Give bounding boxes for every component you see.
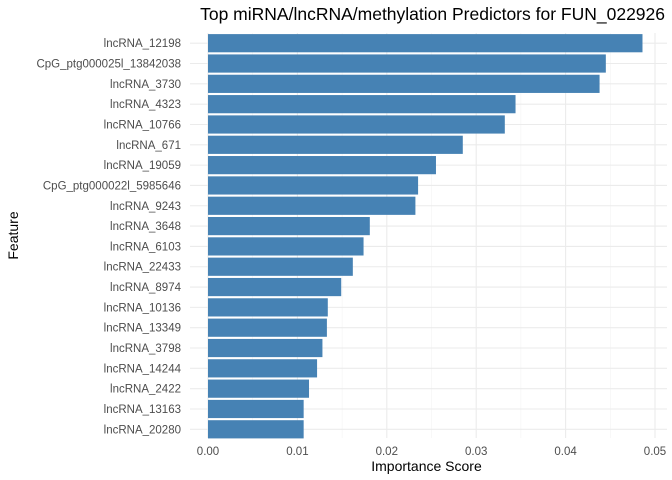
- bar: [208, 359, 318, 378]
- x-tick-label: 0.01: [286, 446, 308, 458]
- x-tick-label: 0.05: [644, 446, 666, 458]
- y-tick-label: lncRNA_20280: [104, 424, 181, 436]
- bar: [208, 399, 304, 419]
- bar: [208, 318, 327, 337]
- bar: [208, 74, 600, 93]
- bar: [208, 216, 370, 236]
- bar: [208, 135, 463, 154]
- bar: [208, 54, 606, 73]
- y-tick-label: lncRNA_10766: [104, 119, 181, 131]
- bar: [208, 34, 643, 53]
- y-axis-title: Feature: [5, 211, 21, 259]
- bar: [208, 257, 353, 276]
- y-tick-label: lncRNA_4323: [110, 99, 181, 111]
- y-tick-label: lncRNA_19059: [104, 160, 181, 172]
- bar: [208, 115, 505, 134]
- y-tick-label: CpG_ptg000022l_5985646: [43, 180, 181, 192]
- bar: [208, 298, 328, 317]
- bar: [208, 277, 342, 297]
- y-tick-label: lncRNA_13163: [104, 404, 181, 416]
- bar: [208, 420, 304, 439]
- x-tick-label: 0.04: [554, 446, 577, 458]
- y-tick-label: lncRNA_12198: [104, 38, 181, 50]
- y-tick-label: lncRNA_14244: [104, 363, 182, 375]
- bar: [208, 176, 419, 195]
- x-tick-label: 0.03: [465, 446, 487, 458]
- y-tick-label: lncRNA_10136: [104, 302, 181, 314]
- bar: [208, 156, 436, 175]
- bar: [208, 338, 323, 358]
- x-axis-title: Importance Score: [371, 458, 482, 474]
- bar: [208, 237, 364, 256]
- y-tick-label: lncRNA_9243: [110, 201, 181, 213]
- y-tick-label: lncRNA_671: [116, 140, 181, 152]
- y-tick-label: lncRNA_3648: [110, 221, 181, 233]
- bar: [208, 196, 416, 215]
- y-tick-label: lncRNA_8974: [110, 282, 182, 294]
- bars: [208, 34, 643, 439]
- x-tick-label: 0.00: [197, 446, 219, 458]
- y-tick-label: lncRNA_2422: [110, 384, 181, 396]
- y-tick-label: CpG_ptg000025l_13842038: [36, 59, 181, 71]
- bar: [208, 379, 310, 398]
- chart-title: Top miRNA/lncRNA/methylation Predictors …: [200, 4, 665, 25]
- y-tick-label: lncRNA_3798: [110, 343, 181, 355]
- y-tick-label: lncRNA_22433: [104, 262, 181, 274]
- x-tick-label: 0.02: [376, 446, 398, 458]
- y-tick-labels: lncRNA_12198 CpG_ptg000025l_13842038 lncRN…: [36, 38, 181, 436]
- y-tick-label: lncRNA_6103: [110, 241, 181, 253]
- y-tick-label: lncRNA_13349: [104, 323, 181, 335]
- x-tick-labels: 0.00 0.01 0.02 0.03 0.04 0.05: [197, 446, 666, 458]
- bar: [208, 95, 516, 114]
- y-tick-label: lncRNA_3730: [110, 79, 181, 91]
